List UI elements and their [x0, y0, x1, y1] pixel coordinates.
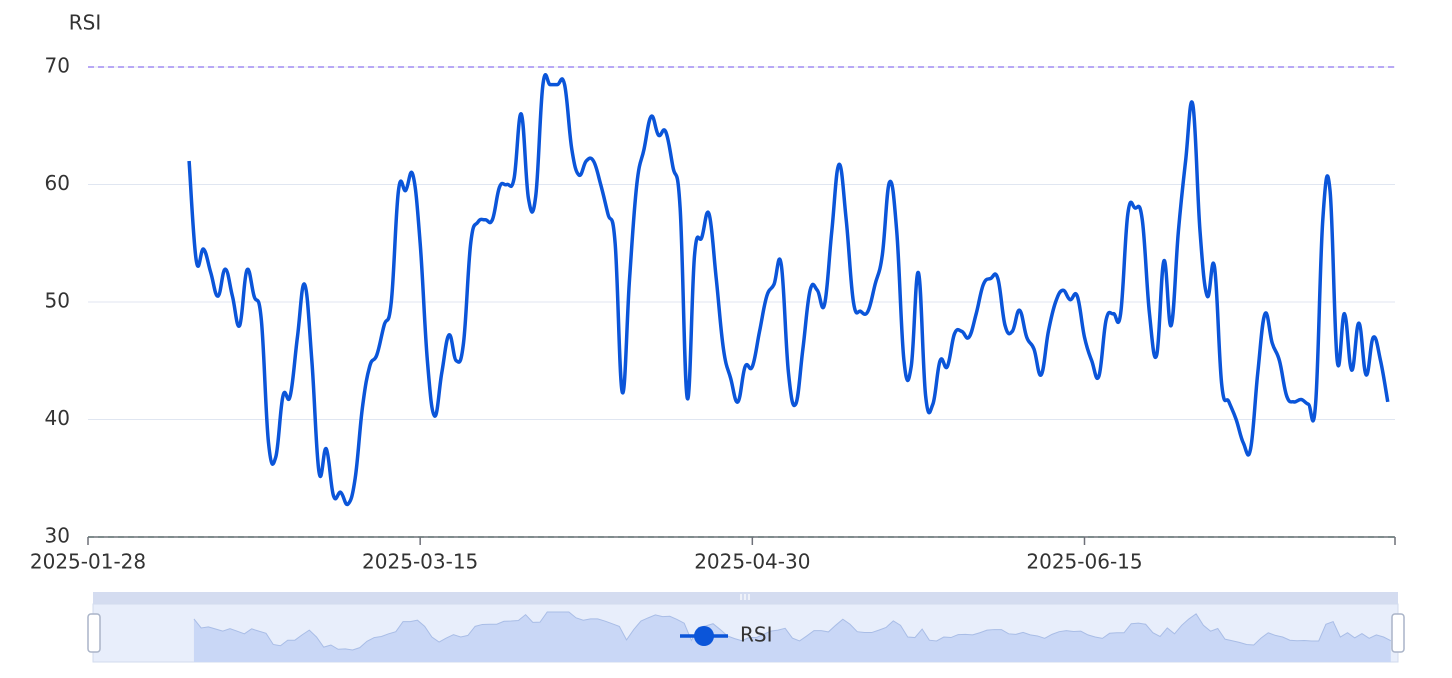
x-tick-label: 2025-01-28	[30, 550, 146, 574]
legend-marker[interactable]	[694, 626, 714, 646]
zoom-preview-line	[193, 611, 1392, 651]
x-tick-label: 2025-04-30	[694, 550, 810, 574]
plot-layer	[187, 73, 1390, 507]
y-tick-label: 60	[45, 171, 70, 195]
y-tick-label: 30	[45, 524, 70, 548]
x-tick-label: 2025-06-15	[1026, 550, 1142, 574]
legend[interactable]: RSI	[680, 623, 773, 647]
y-tick-label: 50	[45, 289, 70, 313]
zoom-handle-right[interactable]	[1391, 613, 1405, 653]
y-axis-label: RSI	[69, 11, 102, 35]
y-tick-label: 70	[45, 54, 70, 78]
zoom-handles[interactable]	[87, 613, 1405, 653]
zoom-preview-layer	[193, 611, 1392, 662]
legend-label[interactable]: RSI	[740, 623, 773, 647]
grid-layer: 30 40 50 60 70 2025-01-28 2025-03-15 2025-04-30…	[30, 54, 1396, 574]
x-tick-label: 2025-03-15	[362, 550, 478, 574]
line-series	[187, 73, 1390, 507]
zoom-handle-left[interactable]	[87, 613, 101, 653]
zoom-drag-grip	[740, 594, 750, 600]
y-tick-label: 40	[45, 406, 70, 430]
